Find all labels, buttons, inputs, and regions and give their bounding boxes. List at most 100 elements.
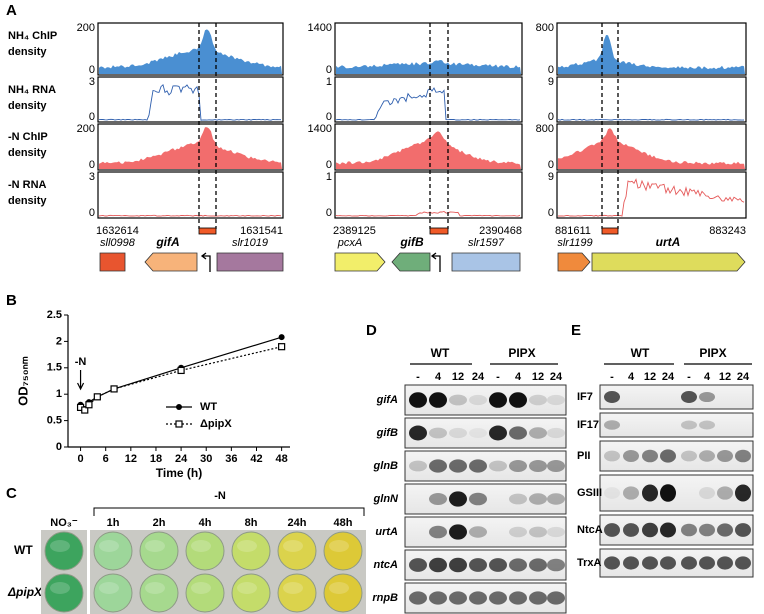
x-tick-label: 24	[175, 453, 188, 465]
group-label: WT	[631, 346, 650, 360]
band	[604, 450, 620, 462]
track-ymax: 9	[548, 171, 554, 183]
band	[547, 493, 565, 505]
gene-shape	[334, 252, 386, 272]
track-ymax: 3	[89, 171, 95, 183]
track-ymax: 800	[536, 22, 554, 34]
track-ymin: 0	[548, 111, 554, 123]
x-tick-label: 12	[125, 453, 137, 465]
x-tick-label: 6	[103, 453, 109, 465]
y-tick-label: 0	[56, 441, 62, 453]
track-ymax: 3	[89, 76, 95, 88]
data-point	[93, 393, 101, 401]
track-ymin: 0	[326, 207, 332, 219]
lane-label: 24	[737, 371, 750, 383]
gene-label: gifA	[155, 235, 179, 249]
track-ymax: 1400	[308, 123, 332, 135]
band	[449, 524, 467, 540]
band	[547, 460, 565, 472]
lane-label: 4	[628, 371, 635, 383]
band	[547, 558, 565, 572]
data-point	[110, 385, 118, 393]
band	[623, 523, 639, 537]
band	[681, 556, 697, 570]
coord-end: 2390468	[479, 225, 522, 237]
gene-label: urtA	[656, 235, 681, 249]
track-frame	[334, 123, 523, 171]
row-label: IF7	[577, 391, 593, 403]
y-tick-label: 0.5	[47, 415, 62, 427]
y-axis-label: OD₇₅₀ₙₘ	[15, 356, 30, 406]
well-shine	[329, 582, 349, 594]
row-label: WT	[14, 543, 33, 557]
gene-label: slr1019	[232, 237, 268, 249]
lane-label: 12	[719, 371, 731, 383]
region-box	[198, 227, 217, 235]
band	[449, 427, 467, 439]
well	[139, 531, 179, 571]
track-frame	[97, 22, 284, 76]
band	[529, 591, 547, 605]
track-ymin: 0	[89, 64, 95, 76]
well-shine	[145, 540, 165, 552]
band	[642, 449, 658, 463]
band	[409, 392, 427, 408]
band	[604, 523, 620, 537]
data-point	[278, 343, 286, 351]
row-label: GSIII	[577, 487, 602, 499]
y-tick-label: 1.5	[47, 362, 62, 374]
band	[717, 450, 733, 462]
track-frame	[97, 76, 284, 123]
track-ymax: 200	[77, 22, 95, 34]
coord-start: 2389125	[333, 225, 376, 237]
density-area	[558, 35, 745, 74]
legend-marker	[176, 404, 182, 410]
well-shine	[50, 540, 70, 552]
band	[509, 392, 527, 408]
panel-label: D	[366, 322, 377, 339]
well	[93, 531, 133, 571]
band	[509, 558, 527, 572]
group-label: PIPX	[699, 346, 726, 360]
band	[489, 392, 507, 408]
band	[623, 486, 639, 500]
track-ymax: 200	[77, 123, 95, 135]
well-shine	[283, 582, 303, 594]
band	[735, 449, 751, 463]
well	[185, 573, 225, 613]
band	[429, 427, 447, 439]
lane-label: -	[687, 371, 691, 383]
band	[469, 526, 487, 538]
x-tick-label: 30	[200, 453, 212, 465]
band	[449, 394, 467, 406]
coord-start: 881611	[555, 225, 591, 237]
band	[509, 591, 527, 605]
track-ymax: 1	[326, 171, 332, 183]
well	[323, 573, 363, 613]
row-label: ntcA	[374, 559, 399, 571]
band	[529, 460, 547, 472]
band	[717, 486, 733, 500]
band	[604, 391, 620, 403]
band	[529, 526, 547, 538]
well-shine	[191, 582, 211, 594]
row-label: gifB	[376, 427, 398, 439]
density-area	[558, 128, 745, 169]
row-label: rnpB	[372, 592, 398, 604]
band	[489, 460, 507, 472]
band	[469, 492, 487, 506]
series-line	[80, 346, 282, 411]
density-line	[98, 214, 282, 217]
well-shine	[50, 582, 70, 594]
row-label: IF17	[577, 419, 599, 431]
band	[660, 556, 676, 570]
band	[699, 556, 715, 570]
treatment-label: -N	[214, 490, 226, 502]
lane-label: -	[610, 371, 614, 383]
density-line	[98, 83, 281, 121]
band	[429, 591, 447, 605]
group-label: PIPX	[508, 346, 535, 360]
row-label: NtcA	[577, 524, 603, 536]
legend-marker	[175, 420, 183, 428]
row-label: glnN	[373, 493, 399, 505]
